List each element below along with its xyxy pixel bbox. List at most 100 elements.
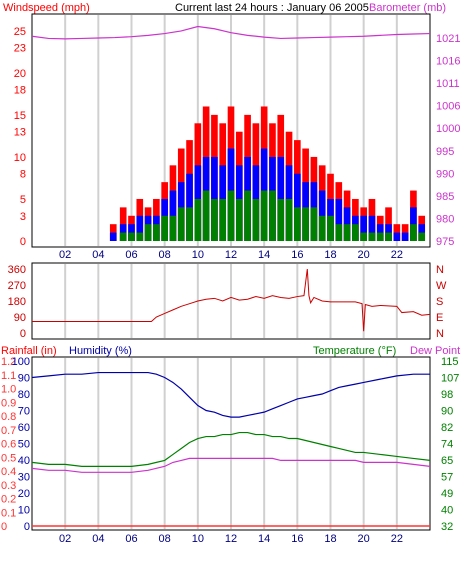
humidity-x-tick-label: 22 xyxy=(391,533,403,545)
wind-minimum-bar xyxy=(294,207,301,241)
wind-x-tick-label: 22 xyxy=(391,249,403,261)
wind-minimum-bar xyxy=(277,198,285,241)
wind-y-tick-label: 13 xyxy=(14,127,26,139)
wind-average-bar xyxy=(335,198,343,241)
wind-minimum-bar xyxy=(219,198,227,241)
wind-average-bar xyxy=(393,232,401,241)
wind-minimum-bar xyxy=(360,232,367,241)
rain-y-tick-label: 0.7 xyxy=(1,425,16,437)
barometer-y-tick-label: 1006 xyxy=(436,101,460,113)
barometer-y-tick-label: 990 xyxy=(436,168,454,180)
rainfall-axis-label: Rainfall (in) xyxy=(1,345,57,357)
wind-average-bar xyxy=(360,215,367,241)
barometer-axis-label: Barometer (mb) xyxy=(369,2,446,14)
wind-minimum-bar xyxy=(169,215,177,241)
wind-average-bar xyxy=(368,215,376,241)
humidity-x-tick-label: 18 xyxy=(324,533,336,545)
wind-minimum-bar xyxy=(177,207,185,241)
temperature-y-tick-label: 40 xyxy=(441,505,453,517)
wind-minimum-bar xyxy=(343,224,351,241)
wind-minimum-bar xyxy=(235,198,243,241)
barometer-y-tick-label: 1021 xyxy=(436,33,460,45)
humidity-y-tick-label: 100 xyxy=(12,356,30,368)
barometer-y-tick-label: 1016 xyxy=(436,56,460,68)
wind-bars-layer xyxy=(109,106,426,242)
wind-minimum-bar xyxy=(186,207,193,241)
wind-y-tick-label: 25 xyxy=(14,26,26,38)
dewpoint-axis-label: Dew Point xyxy=(410,345,460,357)
wind-minimum-bar xyxy=(227,190,235,241)
humidity-y-tick-label: 90 xyxy=(18,373,30,385)
temperature-y-tick-label: 107 xyxy=(441,373,459,385)
wind-minimum-bar xyxy=(119,232,127,241)
humidity-y-tick-label: 30 xyxy=(18,472,30,484)
humidity-y-tick-label: 40 xyxy=(18,455,30,467)
wind-minimum-bar xyxy=(269,190,276,241)
humidity-x-tick-label: 20 xyxy=(358,533,370,545)
humidity-x-tick-label: 12 xyxy=(225,533,237,545)
wind-y-tick-label: 23 xyxy=(14,43,26,55)
humidity-y-tick-label: 10 xyxy=(18,505,30,517)
wind-minimum-bar xyxy=(318,215,326,241)
wind-minimum-bar xyxy=(153,224,160,241)
wind-x-tick-label: 08 xyxy=(159,249,171,261)
humidity-y-tick-label: 80 xyxy=(18,389,30,401)
temperature-y-tick-label: 32 xyxy=(441,521,453,533)
wind-average-bar xyxy=(136,215,144,241)
tick-labels-layer: 0358101315182023259759809859909951000100… xyxy=(1,26,460,545)
chart-title: Current last 24 hours : January 06 2005 xyxy=(175,2,369,14)
wind-minimum-bar xyxy=(136,232,144,241)
wind-minimum-bar xyxy=(302,207,309,241)
wind-average-bar xyxy=(401,232,409,241)
wind-minimum-bar xyxy=(418,232,426,241)
rain-y-tick-label: 1.2 xyxy=(1,356,16,368)
humidity-y-tick-label: 60 xyxy=(18,422,30,434)
wind-x-tick-label: 06 xyxy=(125,249,137,261)
wind-minimum-bar xyxy=(385,232,392,241)
direction-compass-label: N xyxy=(436,328,444,340)
humidity-y-tick-label: 0 xyxy=(24,521,30,533)
wind-minimum-bar xyxy=(194,198,202,241)
wind-minimum-bar xyxy=(252,198,260,241)
wind-average-bar xyxy=(186,173,193,241)
wind-y-tick-label: 3 xyxy=(20,211,26,223)
wind-average-bar xyxy=(211,156,218,241)
barometer-y-tick-label: 975 xyxy=(436,236,454,248)
humidity-x-tick-label: 08 xyxy=(159,533,171,545)
rain-y-tick-label: 0.5 xyxy=(1,452,16,464)
rain-y-tick-label: 0.4 xyxy=(1,466,16,478)
rain-y-tick-label: 1.1 xyxy=(1,370,16,382)
wind-y-tick-label: 8 xyxy=(20,169,26,181)
wind-x-tick-label: 04 xyxy=(92,249,104,261)
direction-y-tick-label: 180 xyxy=(8,296,26,308)
humidity-y-tick-label: 20 xyxy=(18,488,30,500)
rain-y-tick-label: 0.9 xyxy=(1,397,16,409)
humidity-x-tick-label: 06 xyxy=(125,533,137,545)
temperature-y-tick-label: 90 xyxy=(441,406,453,418)
humidity-x-tick-label: 14 xyxy=(258,533,270,545)
wind-y-tick-label: 10 xyxy=(14,152,26,164)
direction-y-tick-label: 270 xyxy=(8,280,26,292)
wind-y-tick-label: 20 xyxy=(14,68,26,80)
wind-average-bar xyxy=(277,156,285,241)
wind-minimum-bar xyxy=(144,224,152,241)
direction-compass-label: S xyxy=(436,296,443,308)
humidity-y-tick-label: 50 xyxy=(18,439,30,451)
humidity-x-tick-label: 04 xyxy=(92,533,104,545)
direction-compass-label: E xyxy=(436,312,443,324)
wind-minimum-bar xyxy=(128,232,135,241)
rain-y-tick-label: 0.2 xyxy=(1,494,16,506)
wind-minimum-bar xyxy=(202,190,210,241)
barometer-y-tick-label: 980 xyxy=(436,213,454,225)
wind-x-tick-label: 20 xyxy=(358,249,370,261)
wind-minimum-bar xyxy=(260,190,268,241)
direction-compass-label: N xyxy=(436,264,444,276)
temperature-y-tick-label: 98 xyxy=(441,389,453,401)
dewpoint-line xyxy=(31,457,431,473)
rain-y-tick-label: 0.6 xyxy=(1,439,16,451)
direction-y-tick-label: 0 xyxy=(20,328,26,340)
humidity-x-tick-label: 16 xyxy=(291,533,303,545)
windspeed-axis-label: Windspeed (mph) xyxy=(3,2,90,14)
wind-direction-line xyxy=(32,268,431,332)
